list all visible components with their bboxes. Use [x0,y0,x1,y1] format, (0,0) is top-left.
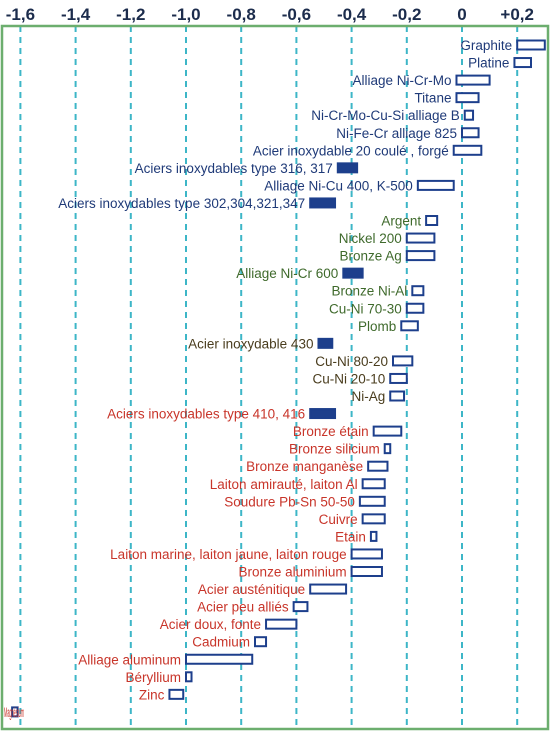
bar-label: Graphite [460,38,512,53]
potential-range-bar [369,530,378,542]
bar-label: Acier inoxydable 20 coulé , forgé [253,143,449,158]
bar-label: Alliage Ni-Cu 400, K-500 [264,178,413,193]
bar-label: Plomb [358,319,396,334]
bar-label: Aciers inoxydables type 302,304,321,347 [58,196,305,211]
bar-label: Bronze étain [293,424,369,439]
potential-range-bar [350,548,383,560]
potential-range-bar [516,39,546,51]
potential-range-bar [455,74,491,86]
bar-label: Béryllium [125,670,181,685]
x-tick-label: -1,0 [171,5,200,24]
bar-label: Alliage aluminum [78,652,181,667]
potential-range-bar [372,425,403,437]
potential-range-bar [336,162,359,174]
bar-labels: Graphite Platine Alliage Ni-Cr-Mo Titane Ni-… [4,38,512,720]
bar-label: Bronze silicium [289,442,380,457]
x-tick-label: +0,2 [500,5,534,24]
bar-label: Alliage Ni-Cr-Mo [352,73,451,88]
potential-range-bar [185,671,193,683]
potential-range-bar [513,57,533,69]
x-tick-label: -0,4 [337,5,367,24]
potential-range-bar [452,144,483,156]
potential-range-bar [416,179,455,191]
potential-range-bar [309,583,348,595]
bar-label: Soudure Pb-Sn 50-50 [224,494,355,509]
bar-label: Zinc [139,687,165,702]
potential-range-bar [463,109,475,121]
bar-label: Laiton amirauté, laiton Al [210,477,358,492]
potential-range-bar [425,215,439,226]
bar-label: Acier peu alliés [197,600,289,615]
bar-label: Platine [468,56,509,71]
x-tick-label: -0,8 [227,5,256,24]
potential-range-bar [358,495,386,507]
bar-label: Acier inoxydable 430 [188,336,313,351]
potential-range-bar [265,618,298,630]
potential-range-bar [309,197,337,209]
potential-range-bar [361,478,386,490]
x-tick-label: -0,6 [282,5,311,24]
x-tick-label: -1,2 [116,5,145,24]
potential-range-bar [461,127,480,139]
bar-label: Argent [381,214,421,229]
bars [11,39,546,718]
bar-label: Ni-Fe-Cr alliage 825 [336,126,457,141]
potential-range-bar [389,372,408,384]
potential-range-bar [405,302,425,314]
bar-label: Bronze manganèse [246,459,363,474]
bar-label: Titane [414,91,451,106]
plot-frame [0,24,550,731]
potential-range-bar [185,653,254,665]
potential-range-bar [361,513,386,525]
bar-label: Acier doux, fonte [160,617,261,632]
potential-range-bar [309,408,337,420]
bar-label: Cadmium [192,635,250,650]
potential-range-bar [405,232,436,244]
x-tick-label: 0 [457,5,466,24]
bar-label: Cu-Ni 20-10 [312,371,385,386]
bar-label: Nickel 200 [339,231,402,246]
potential-range-bar [11,706,19,718]
x-axis-ticks: -1,6 -1,4 -1,2 -1,0 -0,8 -0,6 -0,4 -0,2 0 +0,2 [6,5,534,24]
bar-label: Bronze aluminium [239,565,347,580]
potential-range-bar [317,337,334,349]
potential-range-bar [400,320,419,332]
bar-label: Bronze Ag [340,249,402,264]
potential-range-bar [254,636,268,648]
bar-label: Cuivre [319,512,358,527]
bar-label: Laiton marine, laiton jaune, laiton roug… [110,547,346,562]
potential-range-bar [392,355,414,367]
bar-label: Ni-Cr-Mo-Cu-Si alliage B [311,108,460,123]
bar-label: Ni-Ag [351,389,385,404]
bar-label: Etain [335,529,366,544]
potential-range-bar [405,250,436,262]
potential-range-bar [292,601,309,613]
potential-range-bar [383,443,392,455]
x-tick-label: -1,4 [61,5,91,24]
potential-range-bar [411,285,425,297]
bar-label: Bronze Ni-Al [332,284,408,299]
potential-range-bar [168,688,185,700]
potential-range-bar [367,460,389,472]
potential-range-bar [389,390,406,402]
bar-label: Acier austénitique [198,582,305,597]
bar-label: Magnésium [4,705,24,720]
x-tick-label: -1,6 [6,5,35,24]
bar-label: Cu-Ni 80-20 [315,354,388,369]
bar-label: Cu-Ni 70-30 [329,301,402,316]
x-tick-label: -0,2 [392,5,421,24]
bar-label: Alliage Ni-Cr 600 [236,266,338,281]
bar-label: Aciers inoxydables type 410, 416 [107,407,305,422]
potential-range-bar [455,92,480,104]
potential-range-bar [350,566,383,577]
bar-label: Aciers inoxydables type 316, 317 [135,161,333,176]
potential-range-bar [342,267,364,279]
